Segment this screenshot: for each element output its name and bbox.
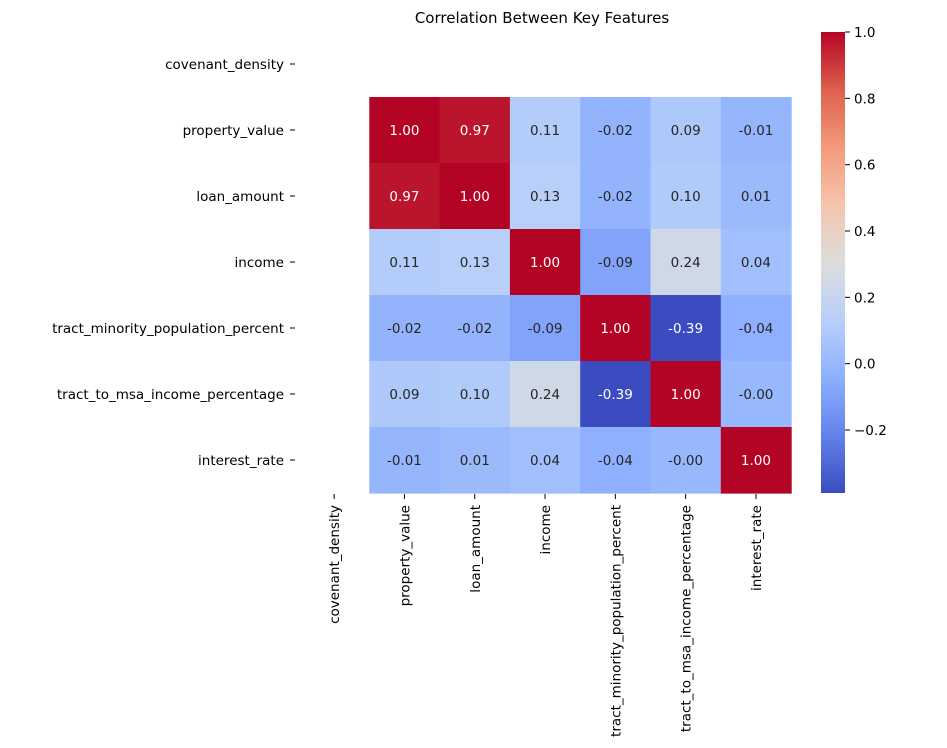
chart-title: Correlation Between Key Features bbox=[415, 9, 670, 27]
cell-value-label: 1.00 bbox=[389, 123, 419, 139]
colorbar-tick-label: 1.0 bbox=[854, 25, 875, 41]
cell-value-label: 0.97 bbox=[460, 123, 490, 139]
heatmap-cell bbox=[439, 361, 511, 428]
cell-value-label: -0.00 bbox=[668, 453, 703, 469]
x-tick-label: tract_to_msa_income_percentage bbox=[679, 505, 695, 732]
cell-value-label: 1.00 bbox=[530, 255, 560, 271]
y-tick-label: covenant_density bbox=[165, 57, 284, 73]
cell-value-label: 0.04 bbox=[530, 453, 560, 469]
heatmap-cell bbox=[509, 295, 581, 362]
heatmap-cell bbox=[580, 427, 652, 494]
heatmap-cell bbox=[650, 295, 722, 362]
cell-value-label: -0.39 bbox=[668, 321, 703, 337]
cell-value-label: -0.02 bbox=[387, 321, 422, 337]
cell-value-label: 0.10 bbox=[460, 387, 490, 403]
heatmap-cell bbox=[369, 229, 441, 296]
heatmap-cell bbox=[439, 295, 511, 362]
cell-value-label: -0.00 bbox=[738, 387, 773, 403]
heatmap-cell bbox=[720, 97, 792, 164]
x-tick-label: income bbox=[538, 505, 554, 554]
cell-value-label: 0.09 bbox=[671, 123, 701, 139]
heatmap-cell bbox=[509, 229, 581, 296]
cell-value-label: -0.02 bbox=[598, 123, 633, 139]
heatmap-cell bbox=[580, 97, 652, 164]
y-tick-label: property_value bbox=[183, 123, 284, 139]
cell-value-label: 1.00 bbox=[741, 453, 771, 469]
cell-value-label: 0.01 bbox=[741, 189, 771, 205]
cell-value-label: -0.02 bbox=[598, 189, 633, 205]
cell-value-label: 0.10 bbox=[671, 189, 701, 205]
cell-value-label: -0.01 bbox=[387, 453, 422, 469]
heatmap-cell bbox=[580, 229, 652, 296]
cell-value-label: -0.04 bbox=[598, 453, 633, 469]
x-tick-label: covenant_density bbox=[327, 505, 343, 624]
heatmap-cell bbox=[509, 97, 581, 164]
x-tick-label: tract_minority_population_percent bbox=[608, 505, 624, 737]
y-tick-label: tract_to_msa_income_percentage bbox=[57, 387, 284, 403]
colorbar-tick-label: −0.2 bbox=[854, 423, 887, 439]
heatmap-cell bbox=[720, 361, 792, 428]
cell-value-label: -0.09 bbox=[598, 255, 633, 271]
cell-value-label: 0.13 bbox=[460, 255, 490, 271]
cell-value-label: 1.00 bbox=[600, 321, 630, 337]
cell-value-label: -0.01 bbox=[738, 123, 773, 139]
heatmap-cell bbox=[650, 163, 722, 230]
heatmap-cell bbox=[650, 361, 722, 428]
heatmap-cell bbox=[720, 295, 792, 362]
heatmap-cell bbox=[439, 163, 511, 230]
heatmap-cell bbox=[650, 229, 722, 296]
colorbar bbox=[821, 32, 845, 493]
heatmap-cell bbox=[720, 229, 792, 296]
cell-value-label: 0.97 bbox=[389, 189, 419, 205]
cell-value-label: 1.00 bbox=[671, 387, 701, 403]
heatmap-cell bbox=[509, 361, 581, 428]
x-tick-label: interest_rate bbox=[749, 505, 765, 591]
heatmap-cell bbox=[369, 427, 441, 494]
heatmap-cell bbox=[720, 163, 792, 230]
cell-value-label: -0.02 bbox=[457, 321, 492, 337]
cell-value-label: -0.09 bbox=[528, 321, 563, 337]
x-tick-label: property_value bbox=[397, 505, 413, 606]
heatmap-cell bbox=[580, 361, 652, 428]
cell-value-label: 0.04 bbox=[741, 255, 771, 271]
y-tick-label: loan_amount bbox=[196, 189, 284, 205]
cell-value-label: -0.39 bbox=[598, 387, 633, 403]
y-tick-label: interest_rate bbox=[198, 453, 284, 469]
colorbar-tick-label: 0.2 bbox=[854, 290, 875, 306]
heatmap-cell bbox=[439, 97, 511, 164]
heatmap-cell bbox=[650, 427, 722, 494]
cell-value-label: 0.11 bbox=[389, 255, 419, 271]
cell-value-label: 0.01 bbox=[460, 453, 490, 469]
heatmap-cell bbox=[509, 427, 581, 494]
heatmap-cell bbox=[369, 97, 441, 164]
heatmap-cell bbox=[580, 163, 652, 230]
heatmap-cell bbox=[439, 229, 511, 296]
x-tick-label: loan_amount bbox=[468, 505, 484, 593]
heatmap-cell bbox=[650, 97, 722, 164]
colorbar-tick-label: 0.8 bbox=[854, 91, 875, 107]
cell-value-label: 0.09 bbox=[389, 387, 419, 403]
heatmap-cell bbox=[580, 295, 652, 362]
y-tick-label: tract_minority_population_percent bbox=[52, 321, 284, 337]
cell-value-label: 1.00 bbox=[460, 189, 490, 205]
colorbar-tick-label: 0.4 bbox=[854, 224, 875, 240]
heatmap-cell bbox=[369, 295, 441, 362]
cell-value-label: 0.24 bbox=[530, 387, 560, 403]
heatmap-cell bbox=[369, 361, 441, 428]
cell-value-label: 0.24 bbox=[671, 255, 701, 271]
y-tick-label: income bbox=[235, 255, 284, 271]
colorbar-tick-label: 0.6 bbox=[854, 158, 875, 174]
cell-value-label: -0.04 bbox=[738, 321, 773, 337]
heatmap-cell bbox=[509, 163, 581, 230]
heatmap-cell bbox=[369, 163, 441, 230]
heatmap-cell bbox=[439, 427, 511, 494]
cell-value-label: 0.11 bbox=[530, 123, 560, 139]
cell-value-label: 0.13 bbox=[530, 189, 560, 205]
heatmap-cell bbox=[720, 427, 792, 494]
colorbar-tick-label: 0.0 bbox=[854, 357, 875, 373]
